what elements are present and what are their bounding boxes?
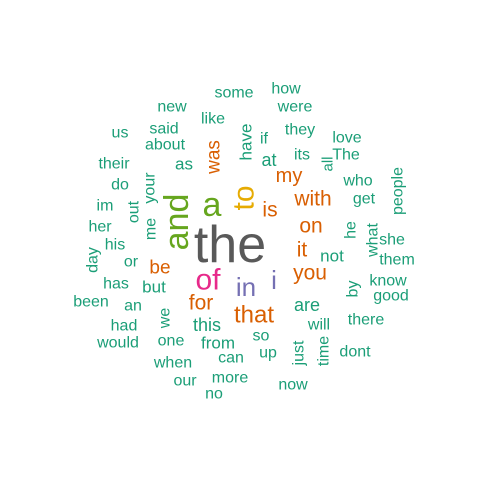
word-she: she <box>379 232 405 249</box>
word-a: a <box>203 186 222 224</box>
word-we: we <box>157 308 174 330</box>
word-and: and <box>158 194 196 251</box>
word-your: your <box>142 172 159 204</box>
word-in: in <box>236 272 256 302</box>
word-if: if <box>260 131 269 148</box>
word-has: has <box>103 276 129 293</box>
word-new: new <box>157 99 187 116</box>
word-been: been <box>73 294 109 311</box>
word-had: had <box>111 318 138 335</box>
word-on: on <box>299 215 322 238</box>
word-what: what <box>365 223 382 258</box>
word-he: he <box>343 221 360 239</box>
word-dont: dont <box>339 344 371 361</box>
word-the: the <box>194 216 266 274</box>
word-some: some <box>214 85 253 102</box>
word-do: do <box>111 177 129 194</box>
word-you: you <box>293 262 327 285</box>
word-for: for <box>189 292 214 315</box>
word-my: my <box>276 165 303 187</box>
word-as: as <box>175 155 193 174</box>
word-is: is <box>262 199 277 222</box>
word-people: people <box>390 167 407 215</box>
word-me: me <box>143 218 160 240</box>
word-but: but <box>142 278 166 297</box>
word-when: when <box>153 355 192 372</box>
word-day: day <box>85 247 102 273</box>
word-were: were <box>277 99 313 116</box>
word-about: about <box>145 137 186 154</box>
word-this: this <box>193 315 221 335</box>
word-all: all <box>320 156 337 171</box>
word-have: have <box>237 124 256 161</box>
word-or: or <box>124 254 139 271</box>
word-up: up <box>259 345 277 362</box>
word-said: said <box>149 121 178 138</box>
word-there: there <box>348 312 385 329</box>
word-just: just <box>291 340 308 366</box>
word-an: an <box>124 298 142 315</box>
word-their: their <box>98 156 130 173</box>
word-i: i <box>271 265 277 295</box>
word-that: that <box>234 302 274 329</box>
word-know: know <box>369 273 407 290</box>
word-im: im <box>97 198 114 215</box>
word-how: how <box>271 81 301 98</box>
word-by: by <box>345 281 362 298</box>
word-his: his <box>105 237 125 254</box>
word-no: no <box>205 386 223 403</box>
word-they: they <box>285 122 315 139</box>
word-the-capital: The <box>332 147 360 164</box>
word-to: to <box>228 185 261 210</box>
word-out: out <box>126 200 143 223</box>
word-would: would <box>96 335 139 352</box>
word-more: more <box>212 370 249 387</box>
word-get: get <box>353 191 376 208</box>
word-like: like <box>201 111 225 128</box>
word-who: who <box>342 173 372 190</box>
word-at: at <box>261 150 276 170</box>
word-are: are <box>294 295 320 315</box>
word-be: be <box>149 258 170 279</box>
word-from: from <box>201 334 235 353</box>
word-our: our <box>173 373 197 390</box>
word-with: with <box>293 188 331 211</box>
word-will: will <box>307 317 330 334</box>
word-can: can <box>218 350 244 367</box>
word-time: time <box>316 336 333 366</box>
word-so: so <box>253 328 270 345</box>
word-now: now <box>278 377 308 394</box>
word-not: not <box>320 247 344 266</box>
word-was: was <box>204 140 225 175</box>
word-her: her <box>88 219 112 236</box>
word-it: it <box>297 239 308 262</box>
word-love: love <box>332 130 361 147</box>
word-good: good <box>373 288 409 305</box>
word-them: them <box>379 252 415 269</box>
word-of: of <box>195 264 221 297</box>
word-its: its <box>294 147 310 164</box>
word-one: one <box>158 333 185 350</box>
word-us: us <box>112 125 129 142</box>
